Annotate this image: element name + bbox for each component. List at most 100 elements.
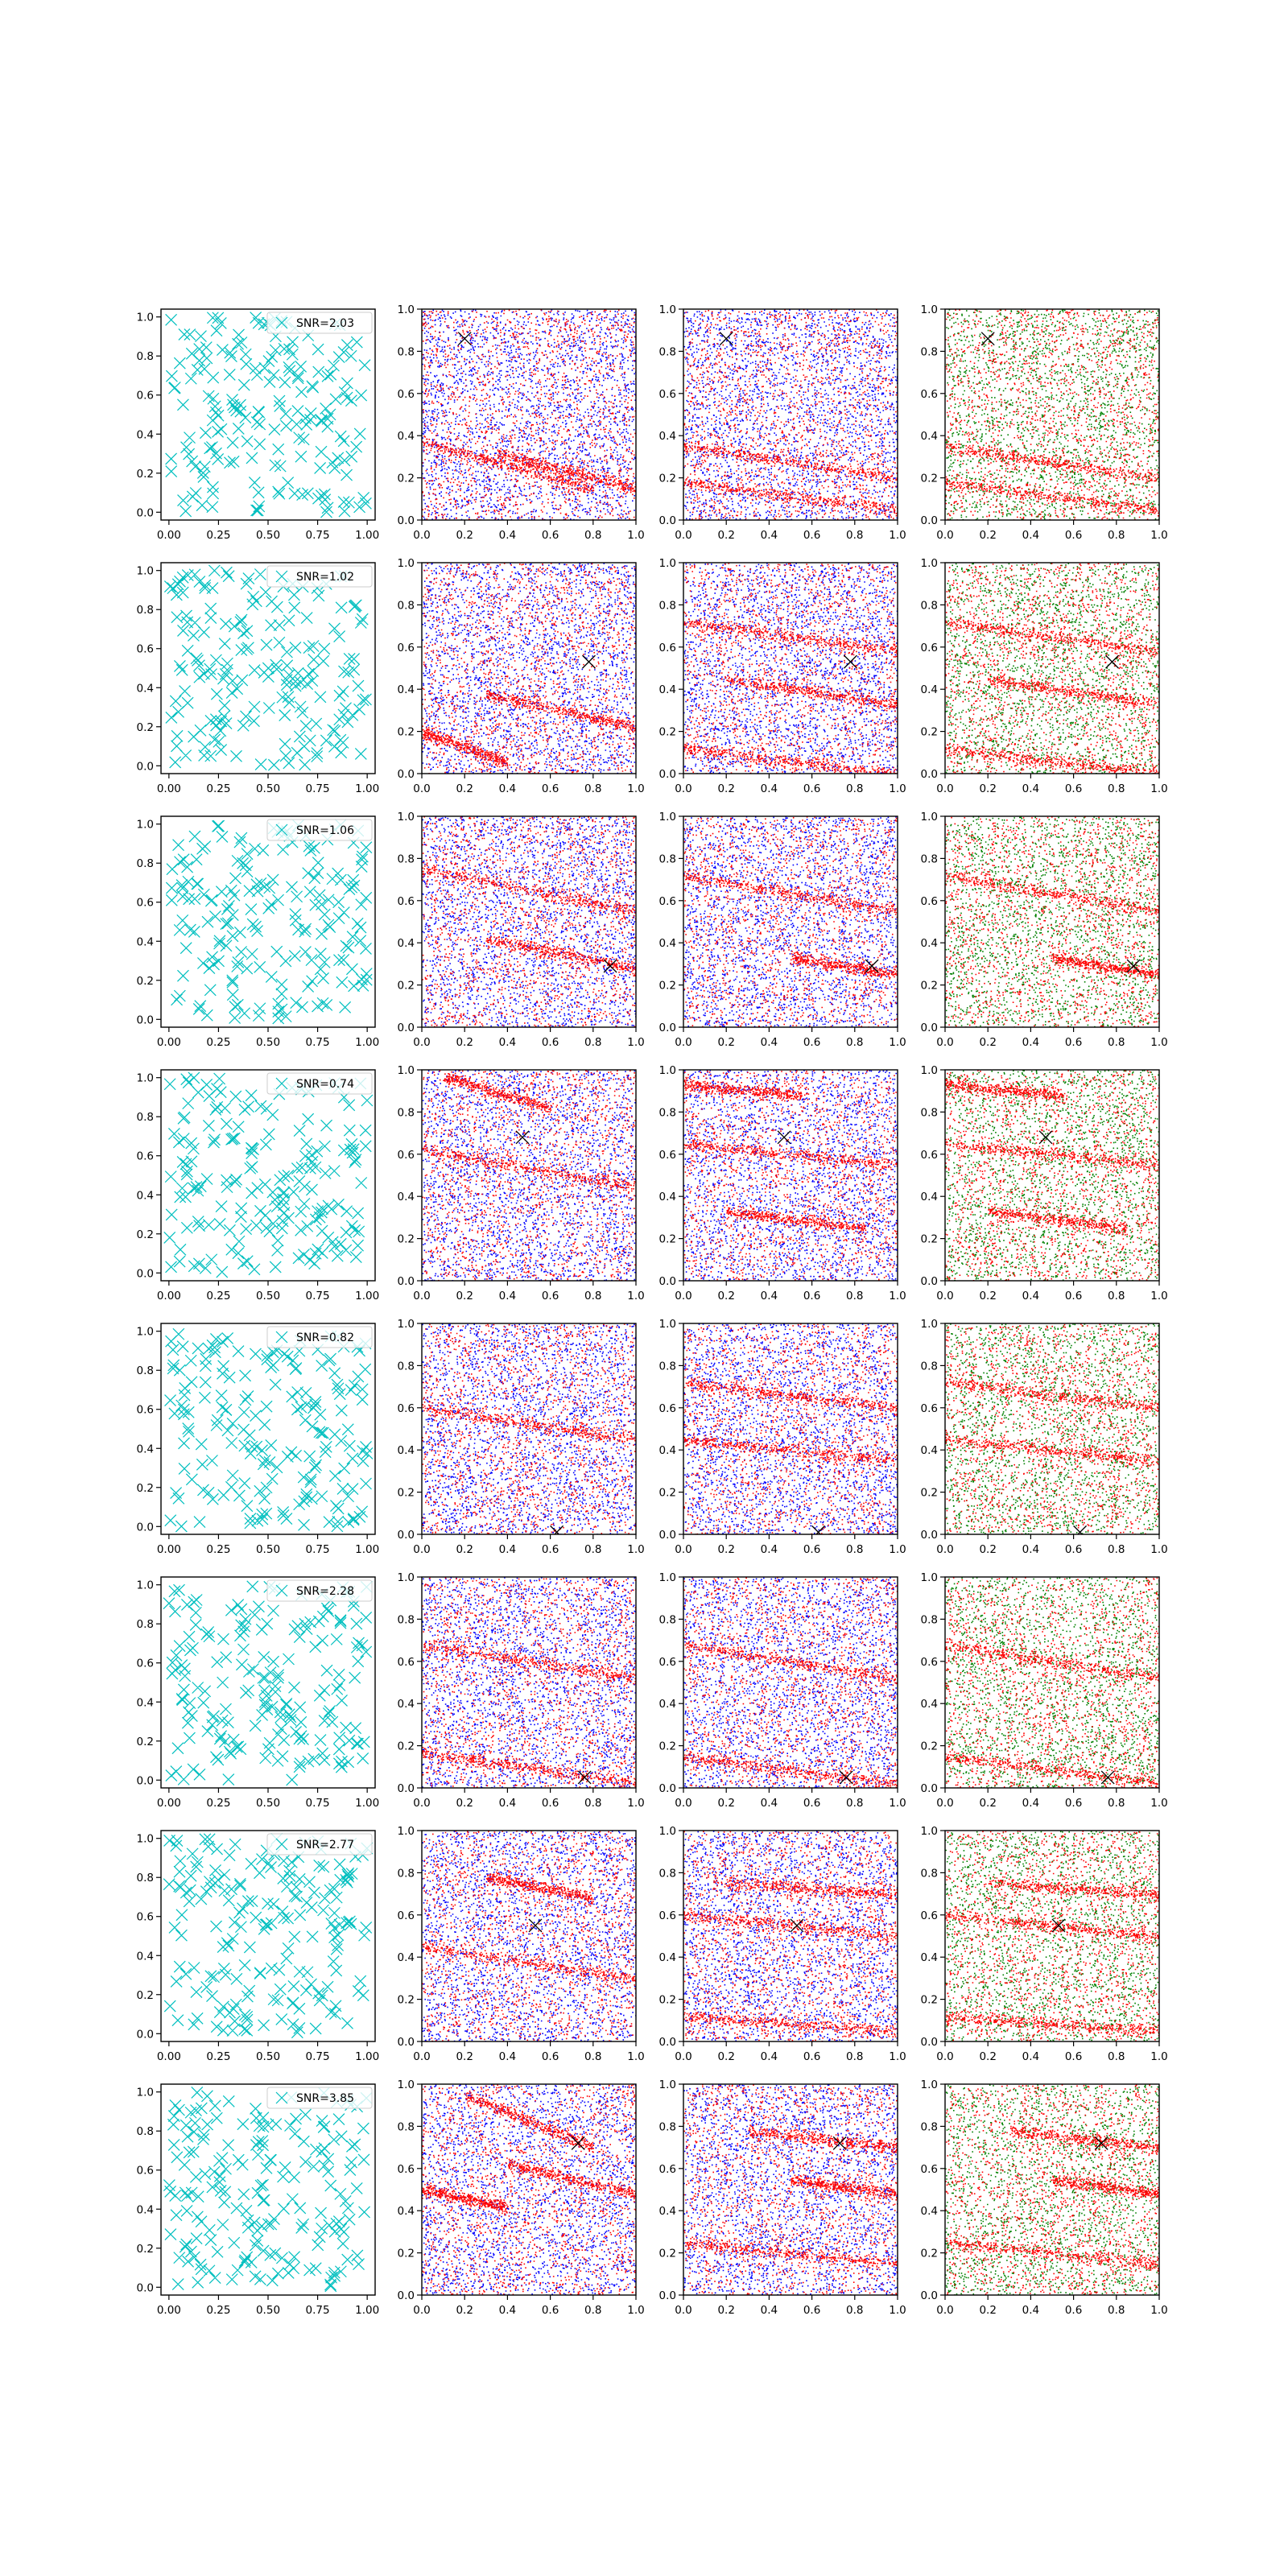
x-tick-label: 0.25 bbox=[206, 2050, 230, 2063]
y-tick-label: 0.4 bbox=[137, 935, 154, 948]
y-tick-label: 0.2 bbox=[659, 1994, 676, 2007]
y-tick-label: 1.0 bbox=[398, 303, 415, 316]
x-tick-label: 0.8 bbox=[584, 529, 601, 542]
x-tick-label: 0.00 bbox=[157, 2304, 181, 2317]
x-tick-label: 0.2 bbox=[979, 1797, 996, 1810]
x-tick-label: 0.00 bbox=[157, 529, 181, 542]
x-tick-label: 0.2 bbox=[717, 1543, 734, 1556]
y-tick-label: 0.6 bbox=[137, 390, 154, 402]
y-tick-label: 0.2 bbox=[659, 2248, 676, 2260]
x-tick-label: 0.6 bbox=[803, 2050, 820, 2063]
y-tick-label: 0.8 bbox=[921, 599, 938, 612]
x-tick-label: 0.2 bbox=[456, 1036, 473, 1049]
x-tick-label: 0.8 bbox=[1108, 2304, 1125, 2317]
y-tick-label: 0.4 bbox=[398, 937, 415, 950]
x-tick-label: 0.8 bbox=[584, 1543, 601, 1556]
x-tick-label: 0.4 bbox=[499, 1036, 516, 1049]
y-tick-label: 0.4 bbox=[137, 1189, 154, 1202]
legend-label: SNR=1.02 bbox=[296, 571, 354, 584]
y-tick-label: 1.0 bbox=[137, 1326, 154, 1339]
x-tick-label: 0.4 bbox=[1022, 1290, 1039, 1302]
x-tick-label: 0.8 bbox=[584, 1797, 601, 1810]
y-tick-label: 0.0 bbox=[137, 1521, 154, 1534]
x-tick-label: 1.0 bbox=[1150, 2304, 1167, 2317]
y-tick-label: 0.0 bbox=[398, 1022, 415, 1034]
y-tick-label: 1.0 bbox=[137, 819, 154, 832]
x-tick-label: 1.00 bbox=[355, 529, 379, 542]
x-tick-label: 0.2 bbox=[717, 1290, 734, 1302]
y-tick-label: 0.4 bbox=[921, 1444, 938, 1457]
x-tick-label: 0.50 bbox=[256, 2304, 280, 2317]
x-tick-label: 0.8 bbox=[846, 1036, 863, 1049]
y-tick-label: 0.8 bbox=[137, 1872, 154, 1885]
x-tick-label: 0.25 bbox=[206, 1290, 230, 1302]
x-tick-label: 0.50 bbox=[256, 1543, 280, 1556]
x-tick-label: 0.0 bbox=[675, 782, 691, 795]
y-tick-label: 1.0 bbox=[398, 1318, 415, 1331]
y-tick-label: 0.8 bbox=[921, 852, 938, 865]
legend-label: SNR=3.85 bbox=[296, 2092, 354, 2105]
x-tick-label: 0.0 bbox=[413, 1290, 430, 1302]
x-tick-label: 1.0 bbox=[1150, 1797, 1167, 1810]
y-tick-label: 0.6 bbox=[398, 388, 415, 401]
x-tick-label: 0.0 bbox=[936, 782, 953, 795]
x-tick-label: 0.4 bbox=[1022, 1036, 1039, 1049]
x-tick-label: 0.4 bbox=[761, 2050, 778, 2063]
x-tick-label: 0.0 bbox=[413, 2304, 430, 2317]
x-tick-label: 0.6 bbox=[1065, 1036, 1082, 1049]
x-tick-label: 0.8 bbox=[584, 782, 601, 795]
y-tick-label: 0.2 bbox=[659, 1740, 676, 1753]
x-tick-label: 0.75 bbox=[306, 2304, 330, 2317]
y-tick-label: 0.8 bbox=[137, 1618, 154, 1631]
x-tick-label: 0.2 bbox=[717, 529, 734, 542]
x-tick-label: 1.00 bbox=[355, 1797, 379, 1810]
x-tick-label: 0.2 bbox=[456, 1290, 473, 1302]
x-tick-label: 0.2 bbox=[979, 1036, 996, 1049]
y-tick-label: 1.0 bbox=[659, 1064, 676, 1077]
x-tick-label: 0.8 bbox=[846, 1290, 863, 1302]
y-tick-label: 1.0 bbox=[398, 1571, 415, 1584]
y-tick-label: 0.0 bbox=[659, 514, 676, 527]
x-tick-label: 0.8 bbox=[846, 1543, 863, 1556]
y-tick-label: 0.4 bbox=[398, 683, 415, 696]
y-tick-label: 1.0 bbox=[398, 1825, 415, 1838]
x-tick-label: 0.4 bbox=[761, 529, 778, 542]
x-tick-label: 1.00 bbox=[355, 1036, 379, 1049]
y-tick-label: 0.2 bbox=[398, 726, 415, 739]
x-tick-label: 1.0 bbox=[627, 2050, 644, 2063]
x-tick-label: 0.8 bbox=[846, 529, 863, 542]
x-tick-label: 0.4 bbox=[499, 2304, 516, 2317]
y-tick-label: 0.2 bbox=[921, 1487, 938, 1500]
y-tick-label: 0.0 bbox=[921, 2289, 938, 2302]
y-tick-label: 0.0 bbox=[398, 514, 415, 527]
y-tick-label: 0.8 bbox=[659, 2120, 676, 2133]
y-tick-label: 1.0 bbox=[921, 303, 938, 316]
y-tick-label: 1.0 bbox=[137, 1833, 154, 1846]
y-tick-label: 0.8 bbox=[137, 350, 154, 363]
y-tick-label: 0.6 bbox=[659, 1909, 676, 1922]
y-tick-label: 0.2 bbox=[398, 1740, 415, 1753]
x-tick-label: 0.6 bbox=[803, 1797, 820, 1810]
y-tick-label: 1.0 bbox=[921, 811, 938, 824]
x-tick-label: 0.2 bbox=[717, 1797, 734, 1810]
x-tick-label: 1.0 bbox=[1150, 1036, 1167, 1049]
x-tick-label: 1.0 bbox=[889, 1797, 906, 1810]
y-tick-label: 0.4 bbox=[659, 937, 676, 950]
y-tick-label: 0.8 bbox=[659, 599, 676, 612]
y-tick-label: 1.0 bbox=[921, 1064, 938, 1077]
x-tick-label: 0.8 bbox=[1108, 1290, 1125, 1302]
x-tick-label: 0.2 bbox=[979, 1290, 996, 1302]
y-tick-label: 1.0 bbox=[137, 312, 154, 324]
x-tick-label: 1.0 bbox=[1150, 1543, 1167, 1556]
x-tick-label: 0.0 bbox=[936, 1797, 953, 1810]
y-tick-label: 0.4 bbox=[398, 1191, 415, 1203]
x-tick-label: 0.6 bbox=[1065, 2050, 1082, 2063]
x-tick-label: 0.6 bbox=[542, 529, 559, 542]
y-tick-label: 0.2 bbox=[137, 2243, 154, 2256]
y-tick-label: 1.0 bbox=[659, 1318, 676, 1331]
x-tick-label: 0.0 bbox=[675, 1290, 691, 1302]
y-tick-label: 0.4 bbox=[137, 1950, 154, 1963]
y-tick-label: 0.6 bbox=[921, 642, 938, 654]
y-tick-label: 0.8 bbox=[137, 1364, 154, 1377]
y-tick-label: 0.8 bbox=[398, 345, 415, 358]
